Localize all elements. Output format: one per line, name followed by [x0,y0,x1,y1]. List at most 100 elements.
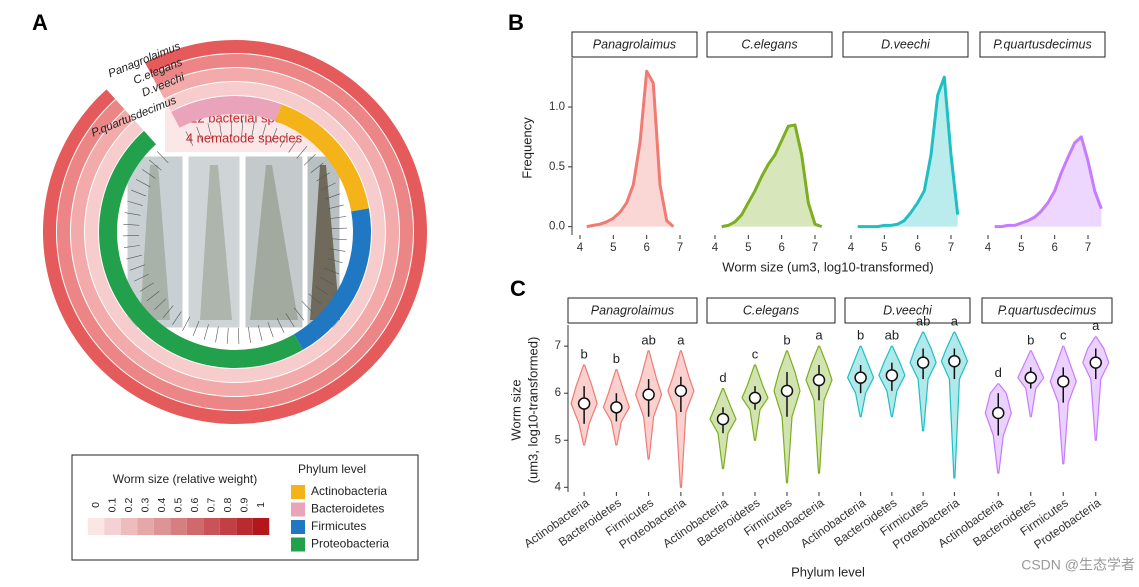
violin [940,331,968,479]
median-point [780,384,794,398]
phylum-ring [294,208,371,350]
x-tick-label: 7 [1085,242,1091,254]
color-scale-cell [252,518,270,535]
facet-strip [706,31,833,58]
facet-label: Panagrolaimus [593,37,676,51]
significance-letter: ab [885,328,899,343]
legend-swatch [291,537,305,552]
tree-branch [219,121,222,137]
tree-branch [134,273,149,282]
color-scale-label: 0.4 [156,498,168,513]
significance-letter: c [1060,328,1067,343]
color-scale-cell [219,518,237,535]
median-point [642,388,655,401]
tree-branch [327,258,343,264]
tree-branch [139,282,154,292]
legend-swatch [291,520,305,534]
panel-label: B [508,10,524,35]
tree-branch [316,172,331,182]
x-tick-label: 6 [1051,242,1057,254]
tree-branch [215,326,219,343]
color-scale-label: 0.8 [222,498,234,513]
photos [126,155,341,329]
density-area [857,77,958,227]
tree-branch [129,264,145,271]
tree-branch [124,212,141,216]
density-area [586,71,674,227]
color-scale-cell [153,518,171,535]
x-tick-label: 4 [712,242,719,254]
density-line [586,69,675,229]
color-scale-label: 0.2 [123,498,135,513]
color-scale-label: 0.5 [172,498,184,513]
color-scale-cell [203,518,220,535]
tree-branch [149,159,162,171]
y-tick-label: 1.0 [549,101,565,113]
facet-label: C.elegans [743,303,799,317]
x-tick-label: 5 [881,242,887,254]
legend-label: Bacteroidetes [311,502,384,516]
facet-strip [567,297,698,324]
tree-branch [241,120,244,137]
legend-swatch [291,502,305,517]
tree-branch [301,300,314,313]
tree-branch [261,124,267,140]
color-scale-label: 0.6 [189,498,201,513]
median-point [610,401,623,414]
violin [805,345,833,474]
median-point [992,406,1005,420]
tree-branch [328,204,344,210]
median-point [1024,371,1037,384]
phylum-ring [275,104,369,212]
color-scale-label: 0.1 [106,498,118,513]
tree-branch [154,298,167,311]
tree-branch [192,320,200,336]
x-tick-label: 6 [914,242,920,254]
tree-branch [285,313,295,328]
tree-branch [162,305,174,318]
violin [667,350,695,488]
density-area [994,136,1102,227]
y-axis-label: Worm size [508,379,523,440]
median-point [748,391,762,405]
significance-letter: ab [641,332,655,347]
facet-strip [706,297,836,324]
significance-letter: b [857,328,864,343]
x-tick-label: 4 [985,242,992,254]
facet-strip [571,31,698,58]
tree-branch [310,162,324,174]
tree-branch [146,290,160,302]
panel-label: A [32,10,48,35]
significance-letter: d [995,365,1002,380]
facet-label: C.elegans [741,37,797,51]
significance-letter: ab [916,313,930,328]
x-axis-label: Worm size (um3, log10-transformed) [722,259,933,274]
facet-label: P.quartusdecimus [998,303,1096,317]
color-scale-cell [170,518,187,535]
violin [1049,345,1077,465]
x-tick-label: 7 [948,242,954,254]
y-tick-label: 0.5 [549,161,565,173]
facet-label: D.veechi [883,303,933,317]
significance-letter: b [581,346,588,361]
tree-branch [323,267,339,275]
phylum-ring [98,130,303,369]
tree-branch [270,128,278,144]
color-scale-cell [236,518,253,535]
tree-branch [330,238,347,241]
tree-branch [279,132,288,148]
legend-label: Firmicutes [311,519,366,533]
facet-label: D.veechi [881,37,931,51]
x-tick-label: 6 [643,242,649,254]
tree-branch [131,189,147,197]
tree-branch [226,327,229,344]
tree-branch [293,307,305,321]
significance-letter: d [719,370,726,385]
tree-branch [267,322,274,338]
median-point [1089,356,1102,369]
tree-branch [319,276,335,285]
legend-swatch [291,485,305,499]
watermark: CSDN @生态学者 [1021,557,1135,573]
tree-branch [207,123,213,139]
